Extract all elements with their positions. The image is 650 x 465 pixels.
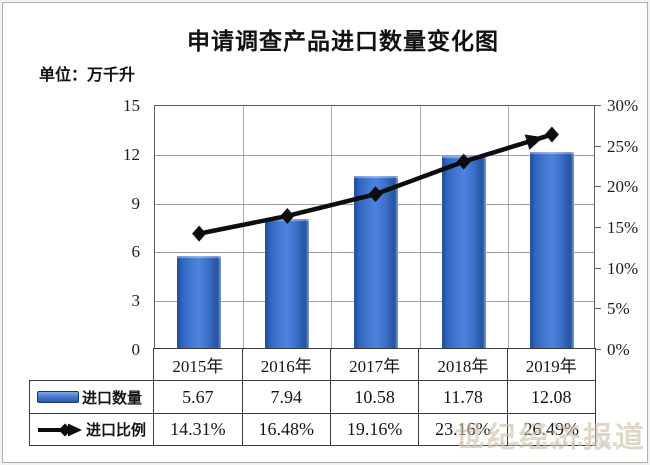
right-axis-tick-mark (595, 349, 601, 350)
left-axis-tick-label: 9 (131, 193, 141, 213)
right-axis-tick-mark (595, 145, 601, 147)
right-axis-tick-label: 5% (607, 299, 630, 319)
right-axis-tick-label: 10% (607, 258, 639, 278)
value-cell-进口比例-2018年: 23.16% (418, 413, 508, 446)
legend-cell-line: 进口比例 (28, 413, 155, 446)
table-ghost-cell (30, 349, 154, 381)
right-axis-tick-label: 30% (607, 96, 639, 115)
line-arrow-swatch-icon (38, 423, 82, 436)
left-axis-tick-label: 6 (131, 242, 141, 262)
right-axis-tick-mark (595, 105, 601, 106)
right-axis-tick-mark (595, 227, 601, 228)
right-axis-tick-mark (595, 267, 601, 269)
watermark-text: 世纪经济报道 (455, 422, 648, 454)
v-gridline (331, 106, 333, 348)
value-cell-进口比例-2017年: 19.16% (329, 413, 420, 446)
watermark-subline (459, 442, 617, 446)
year-header-cell: 2015年 (153, 348, 243, 381)
value-cell-进口数量-2018年: 11.78 (418, 380, 508, 414)
v-gridline (419, 106, 421, 348)
bar-swatch-icon (37, 391, 79, 403)
unit-label: 单位：万千升 (39, 67, 136, 84)
line-arrowhead-marker (524, 134, 544, 150)
left-axis-tick-label: 15 (123, 96, 140, 115)
right-axis-tick-mark (595, 308, 601, 310)
chart-title: 申请调查产品进口数量变化图 (187, 28, 499, 54)
bar-2019年 (529, 151, 574, 348)
value-cell-进口数量-2017年: 10.58 (329, 380, 420, 414)
right-axis-tick-label: 0% (607, 340, 630, 359)
value-cell-进口比例-2016年: 16.48% (241, 413, 331, 446)
bar-2016年 (265, 218, 310, 348)
plot-area (154, 105, 595, 349)
v-gridline (243, 106, 245, 348)
value-cell-进口数量-2019年: 12.08 (506, 380, 597, 414)
bar-2018年 (441, 156, 486, 348)
legend-key: 进口比例 (37, 419, 153, 440)
value-cell-进口数量-2015年: 5.67 (153, 380, 243, 414)
h-gridline (155, 154, 594, 156)
legend-series-name: 进口数量 (82, 389, 143, 407)
left-axis-tick-label: 12 (123, 144, 140, 164)
value-cell-进口比例-2019年: 26.49% (506, 413, 597, 446)
year-header-cell: 2018年 (418, 348, 508, 381)
legend-series-name: 进口比例 (86, 422, 147, 439)
bar-2015年 (177, 255, 222, 348)
diamond-marker-2015年 (192, 225, 207, 242)
value-cell-进口数量-2016年: 7.94 (241, 380, 331, 414)
right-axis-tick-label: 15% (607, 218, 639, 237)
left-axis-tick-label: 3 (131, 291, 141, 311)
diamond-marker-2019年 (544, 126, 559, 143)
right-axis-tick-label: 20% (607, 177, 639, 197)
year-header-cell: 2016年 (241, 348, 331, 381)
v-gridline (507, 106, 509, 348)
year-header-cell: 2017年 (329, 348, 420, 381)
year-header-cell: 2019年 (506, 348, 597, 381)
bar-2017年 (353, 175, 398, 348)
legend-key: 进口数量 (37, 387, 153, 408)
left-axis-tick-label: 0 (131, 340, 141, 359)
right-axis-tick-label: 25% (607, 136, 639, 156)
data-table: 2015年 2016年 2017年 2018年 2019年进口数量 5.67 7.94 10.… (28, 348, 597, 446)
value-cell-进口比例-2015年: 14.31% (153, 413, 243, 446)
right-axis-tick-mark (595, 186, 601, 188)
legend-cell-bar: 进口数量 (28, 380, 155, 414)
